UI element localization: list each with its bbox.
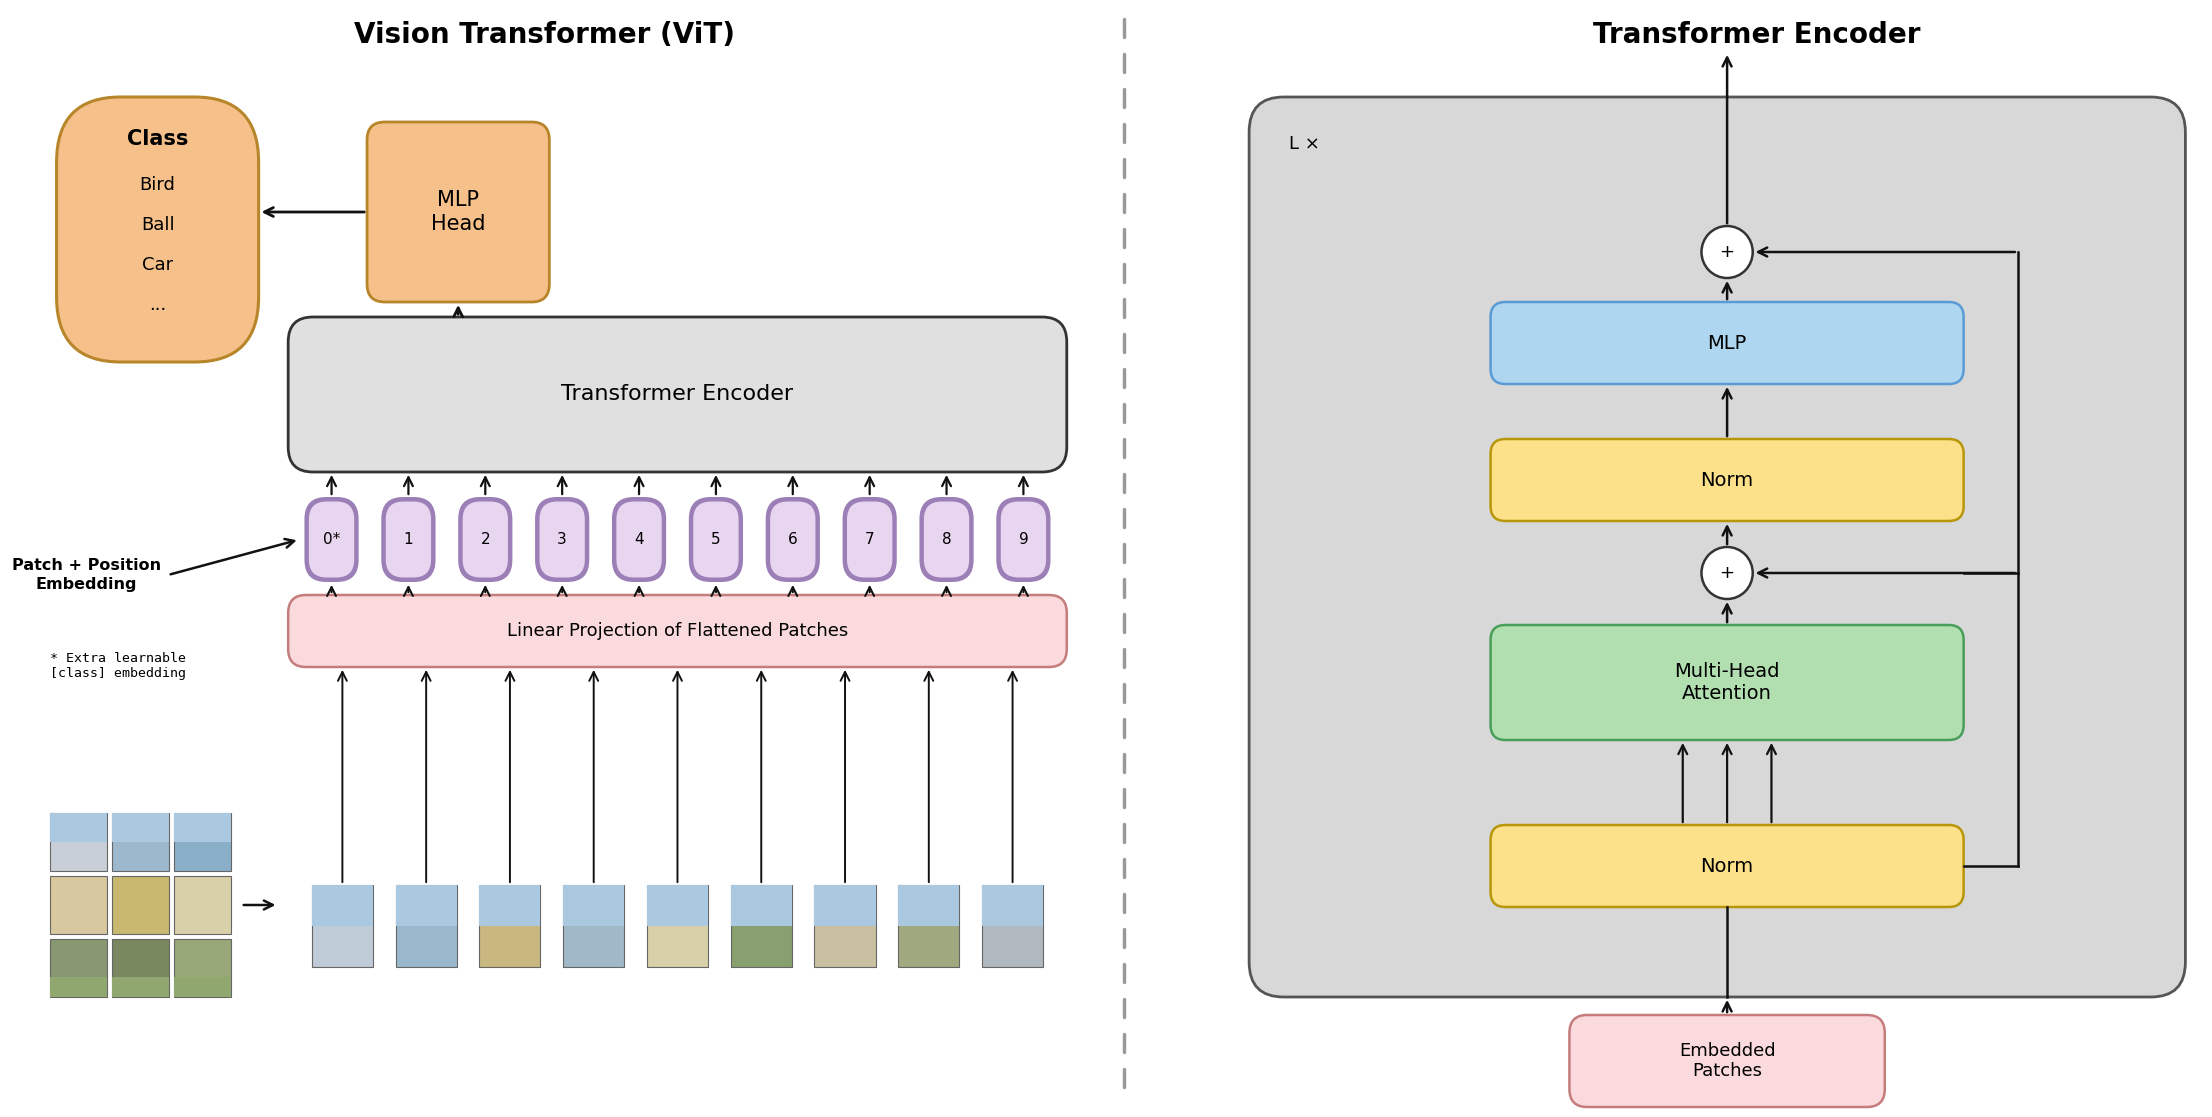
FancyBboxPatch shape — [1491, 439, 1964, 521]
FancyBboxPatch shape — [540, 502, 584, 577]
FancyBboxPatch shape — [312, 885, 374, 926]
FancyBboxPatch shape — [920, 497, 973, 582]
FancyBboxPatch shape — [613, 497, 666, 582]
Text: Embedded
Patches: Embedded Patches — [1679, 1041, 1776, 1080]
FancyBboxPatch shape — [995, 497, 1051, 582]
FancyBboxPatch shape — [175, 976, 230, 997]
Text: 5: 5 — [710, 532, 721, 547]
FancyBboxPatch shape — [847, 502, 891, 577]
Text: Ball: Ball — [142, 216, 175, 233]
Circle shape — [1701, 547, 1752, 599]
FancyBboxPatch shape — [385, 502, 431, 577]
FancyBboxPatch shape — [49, 813, 106, 871]
FancyBboxPatch shape — [1491, 825, 1964, 907]
FancyBboxPatch shape — [396, 885, 456, 967]
FancyBboxPatch shape — [564, 885, 624, 926]
FancyBboxPatch shape — [175, 939, 230, 997]
FancyBboxPatch shape — [925, 502, 969, 577]
FancyBboxPatch shape — [113, 939, 168, 997]
FancyBboxPatch shape — [1491, 302, 1964, 384]
FancyBboxPatch shape — [113, 876, 168, 934]
FancyBboxPatch shape — [175, 813, 230, 842]
FancyBboxPatch shape — [58, 97, 259, 362]
Circle shape — [1701, 226, 1752, 278]
Text: 7: 7 — [865, 532, 874, 547]
FancyBboxPatch shape — [380, 497, 436, 582]
FancyBboxPatch shape — [770, 502, 816, 577]
Text: +: + — [1719, 564, 1734, 582]
FancyBboxPatch shape — [982, 885, 1044, 926]
Text: MLP
Head: MLP Head — [431, 190, 484, 233]
FancyBboxPatch shape — [49, 876, 106, 934]
Text: +: + — [1719, 244, 1734, 261]
FancyBboxPatch shape — [730, 885, 792, 967]
Text: ...: ... — [148, 296, 166, 314]
FancyBboxPatch shape — [765, 497, 821, 582]
Text: Multi-Head
Attention: Multi-Head Attention — [1674, 662, 1781, 703]
FancyBboxPatch shape — [1250, 97, 2185, 997]
Text: 3: 3 — [557, 532, 566, 547]
FancyBboxPatch shape — [367, 122, 549, 302]
FancyBboxPatch shape — [396, 885, 456, 926]
FancyBboxPatch shape — [113, 813, 168, 871]
FancyBboxPatch shape — [692, 502, 739, 577]
FancyBboxPatch shape — [843, 497, 896, 582]
FancyBboxPatch shape — [310, 502, 354, 577]
Text: 8: 8 — [942, 532, 951, 547]
Text: 9: 9 — [1018, 532, 1029, 547]
FancyBboxPatch shape — [1568, 1015, 1885, 1107]
FancyBboxPatch shape — [1000, 502, 1046, 577]
Text: Norm: Norm — [1701, 470, 1754, 489]
FancyBboxPatch shape — [458, 497, 513, 582]
FancyBboxPatch shape — [49, 976, 106, 997]
Text: Vision Transformer (ViT): Vision Transformer (ViT) — [354, 21, 734, 49]
Text: Norm: Norm — [1701, 857, 1754, 876]
Text: Bird: Bird — [139, 176, 175, 194]
FancyBboxPatch shape — [113, 813, 168, 842]
FancyBboxPatch shape — [480, 885, 540, 926]
FancyBboxPatch shape — [898, 885, 960, 967]
FancyBboxPatch shape — [730, 885, 792, 926]
Text: Transformer Encoder: Transformer Encoder — [562, 384, 794, 404]
Text: 6: 6 — [787, 532, 799, 547]
FancyBboxPatch shape — [113, 976, 168, 997]
FancyBboxPatch shape — [646, 885, 708, 967]
FancyBboxPatch shape — [49, 939, 106, 997]
FancyBboxPatch shape — [688, 497, 743, 582]
FancyBboxPatch shape — [480, 885, 540, 967]
FancyBboxPatch shape — [288, 595, 1066, 667]
FancyBboxPatch shape — [312, 885, 374, 967]
FancyBboxPatch shape — [305, 497, 358, 582]
Text: Class: Class — [126, 128, 188, 149]
FancyBboxPatch shape — [175, 876, 230, 934]
Text: 2: 2 — [480, 532, 491, 547]
Text: 1: 1 — [403, 532, 414, 547]
FancyBboxPatch shape — [982, 885, 1044, 967]
FancyBboxPatch shape — [462, 502, 509, 577]
FancyBboxPatch shape — [564, 885, 624, 967]
Text: 4: 4 — [635, 532, 644, 547]
Text: * Extra learnable
[class] embedding: * Extra learnable [class] embedding — [49, 652, 186, 680]
Text: Linear Projection of Flattened Patches: Linear Projection of Flattened Patches — [507, 622, 847, 640]
FancyBboxPatch shape — [535, 497, 588, 582]
Text: L ×: L × — [1290, 135, 1318, 153]
FancyBboxPatch shape — [617, 502, 661, 577]
Text: MLP: MLP — [1708, 334, 1747, 353]
FancyBboxPatch shape — [1491, 626, 1964, 739]
FancyBboxPatch shape — [814, 885, 876, 926]
FancyBboxPatch shape — [898, 885, 960, 926]
FancyBboxPatch shape — [288, 317, 1066, 472]
Text: Car: Car — [142, 256, 173, 274]
Text: 0*: 0* — [323, 532, 341, 547]
FancyBboxPatch shape — [49, 813, 106, 842]
FancyBboxPatch shape — [646, 885, 708, 926]
Text: Patch + Position
Embedding: Patch + Position Embedding — [11, 557, 161, 592]
FancyBboxPatch shape — [175, 813, 230, 871]
Text: Transformer Encoder: Transformer Encoder — [1593, 21, 1920, 49]
FancyBboxPatch shape — [814, 885, 876, 967]
